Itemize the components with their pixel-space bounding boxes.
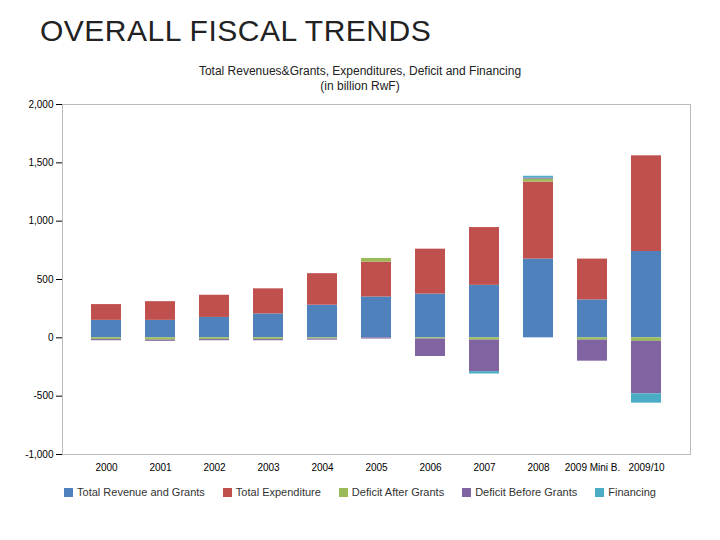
svg-text:2009 Mini B.: 2009 Mini B. — [565, 462, 621, 473]
svg-text:2003: 2003 — [257, 462, 280, 473]
html-text:Total Revenue and Grants: Total Revenue and Grants — [77, 486, 205, 498]
svg-text:2002: 2002 — [203, 462, 226, 473]
svg-text:2006: 2006 — [419, 462, 442, 473]
svg-text:2001: 2001 — [149, 462, 172, 473]
svg-text:500: 500 — [37, 274, 54, 285]
html-text:Financing: Financing — [608, 486, 656, 498]
svg-text:2007: 2007 — [473, 462, 496, 473]
html-text:Deficit Before Grants: Deficit Before Grants — [475, 486, 578, 498]
svg-text:2000: 2000 — [95, 462, 118, 473]
svg-text:2004: 2004 — [311, 462, 334, 473]
svg-text:2009/10: 2009/10 — [628, 462, 665, 473]
svg-text:1,000: 1,000 — [28, 215, 53, 226]
html-text:OVERALL FISCAL TRENDS: OVERALL FISCAL TRENDS — [40, 14, 432, 47]
svg-text:2,000: 2,000 — [28, 99, 53, 110]
html-text:(in billion RwF): (in billion RwF) — [320, 79, 400, 93]
html-text:Total Expenditure: Total Expenditure — [235, 486, 321, 498]
svg-text:2008: 2008 — [527, 462, 550, 473]
svg-text:-500: -500 — [33, 390, 53, 401]
html-text:Deficit After Grants: Deficit After Grants — [351, 486, 445, 498]
svg-text:-1,000: -1,000 — [25, 449, 54, 460]
svg-text:2005: 2005 — [365, 462, 388, 473]
html-text:Total Revenues&Grants, Expendi: Total Revenues&Grants, Expenditures, Def… — [198, 64, 522, 78]
svg-text:1,500: 1,500 — [28, 157, 53, 168]
svg-text:0: 0 — [48, 332, 54, 343]
